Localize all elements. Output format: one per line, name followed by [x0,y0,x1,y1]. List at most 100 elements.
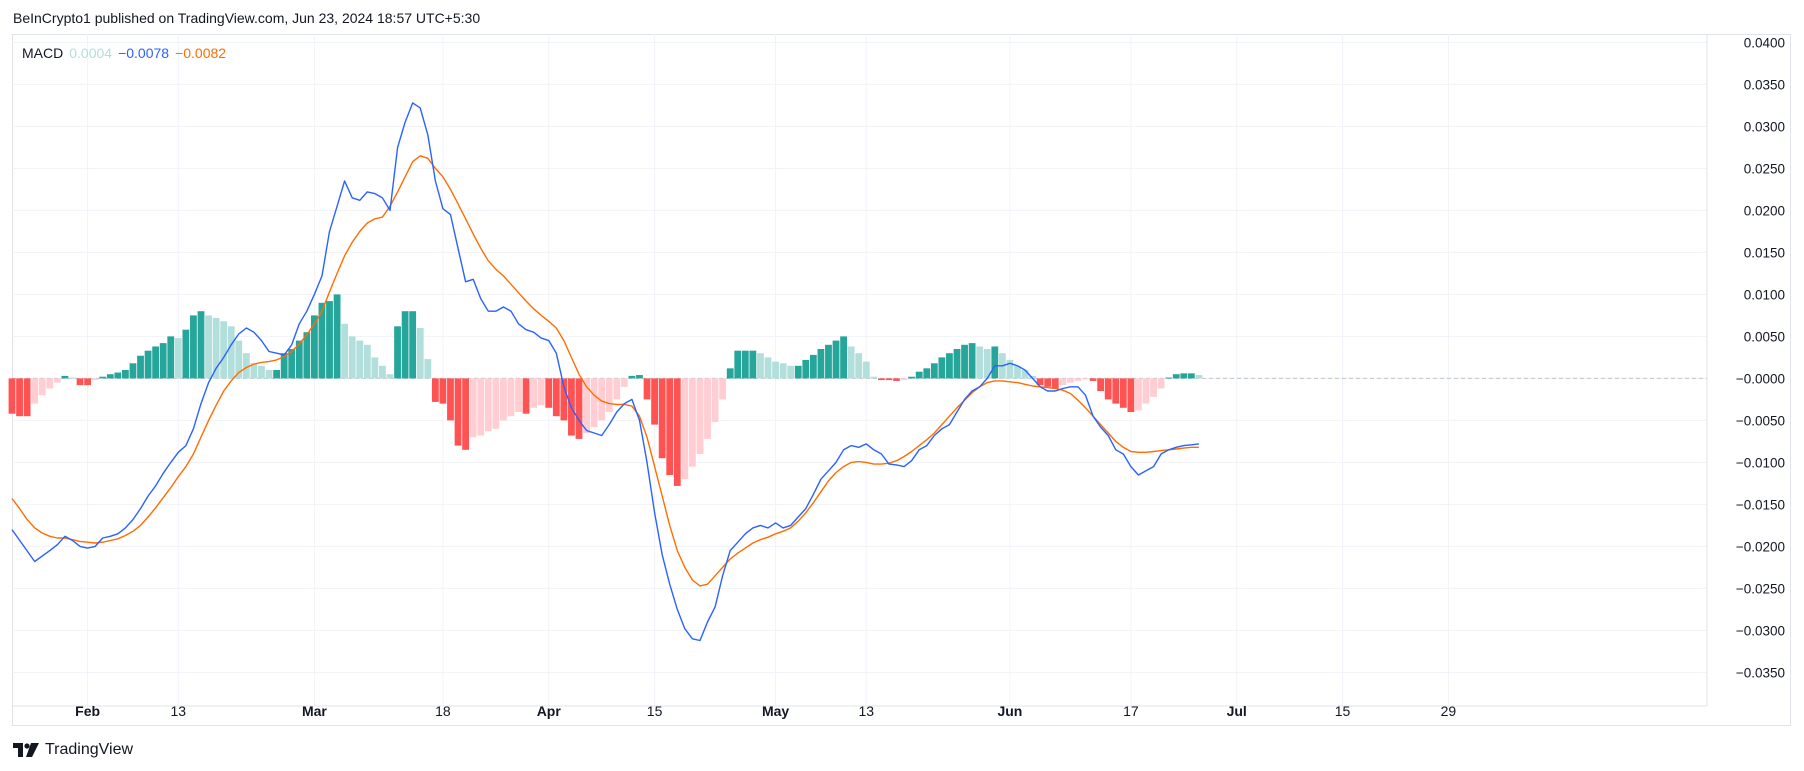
histogram-bar [1150,378,1157,397]
histogram-bar [794,365,802,379]
histogram-bar [704,378,711,439]
histogram-bar [401,311,409,379]
y-tick-label: −0.0150 [1736,497,1785,512]
histogram-bar [439,378,447,404]
histogram-bar [696,378,704,454]
legend-title: MACD [22,45,64,61]
histogram-bar [469,378,477,438]
histogram-bar [779,363,787,379]
x-tick-label: 13 [858,703,874,719]
histogram-bar [69,377,76,379]
histogram-bar [190,315,197,379]
histogram-bar [220,321,228,379]
histogram-bar [620,378,628,387]
histogram-bar [454,378,462,446]
y-tick-label: −0.0100 [1736,455,1785,470]
y-tick-label: 0.0350 [1744,77,1785,92]
histogram-bar [530,378,538,408]
histogram-bar [545,378,553,408]
histogram-bar [409,311,417,379]
histogram-bar [235,340,243,379]
histogram-bar [1059,378,1067,386]
histogram-bar [772,361,779,379]
histogram-bar [341,323,349,379]
x-tick-label: 15 [1335,703,1351,719]
y-tick-label: −0.0000 [1736,371,1785,386]
histogram-bar [159,343,167,379]
histogram-bar [719,378,727,400]
histogram-bar [666,378,674,475]
histogram-bar [605,378,613,412]
histogram-bar [416,328,424,379]
histogram-bar [598,378,606,421]
histogram-bar [394,326,401,379]
histogram-bar [431,378,439,402]
histogram-bar [817,349,825,379]
histogram-bar [1044,378,1052,387]
y-tick-label: 0.0300 [1744,119,1785,134]
histogram-bar [23,378,31,417]
histogram-bar [840,336,847,379]
histogram-bar [242,353,250,379]
y-tick-label: −0.0050 [1736,413,1785,428]
x-tick-label: Jul [1227,703,1247,719]
histogram-bar [16,378,23,417]
histogram-bar [1135,378,1142,411]
x-axis: Feb 13 Mar 18 Apr 15 May 13 Jun 17 Jul 15 29 [75,703,1456,719]
histogram-bar [484,378,492,432]
x-tick-label: Apr [537,703,562,719]
histogram-bar [537,378,545,406]
histogram-bar [205,315,212,379]
histogram-bar [507,378,515,417]
histogram-bar [318,302,326,379]
y-tick-label: 0.0050 [1744,329,1785,344]
histogram-bar [522,378,530,414]
histogram-bar [885,378,893,381]
histogram-bar [363,344,371,379]
histogram-bar [976,346,984,379]
tradingview-brand[interactable]: TradingView [13,741,133,759]
histogram-bar [258,365,265,379]
indicator-legend[interactable]: MACD 0.0004 −0.0078 −0.0082 [22,45,232,61]
histogram-bar [583,378,590,433]
x-tick-label: Feb [75,703,100,719]
histogram-bar [303,332,311,379]
histogram-bar [1074,378,1082,381]
histogram-bar [673,378,681,486]
histogram-bar [749,350,757,379]
histogram-bar [613,378,621,400]
histogram-bar [53,378,61,383]
histogram-bar [983,349,991,379]
histogram-bar [1089,378,1097,381]
histogram-bar [129,363,137,379]
histogram-bar [288,349,296,379]
histogram-bar [870,376,878,379]
histogram-bar [84,378,91,386]
histogram-bar [477,378,485,436]
histogram-bar [386,374,394,379]
histogram-bar [227,326,235,379]
histogram-bar [295,340,303,379]
histogram-bar [734,350,742,379]
histogram-bar [1142,378,1150,404]
histogram-bar [152,346,160,379]
histogram-bar [144,350,152,379]
histogram-bar [1036,378,1044,386]
histogram-bar [1195,375,1203,379]
x-tick-label: 18 [435,703,451,719]
histogram-bar [106,374,114,379]
histogram-bar [447,378,454,421]
histogram-bar [726,368,734,379]
histogram-bar [174,338,182,379]
histogram-bar [379,365,386,379]
histogram-bar [348,336,356,379]
histogram-bar [500,378,507,421]
histogram-bar [832,340,840,379]
histogram-bar [1172,374,1180,379]
histogram-bar [938,357,946,379]
histogram-bar [915,371,923,379]
histogram-bar [182,329,190,379]
histogram-bar [590,378,598,428]
histogram-bar [38,378,46,396]
